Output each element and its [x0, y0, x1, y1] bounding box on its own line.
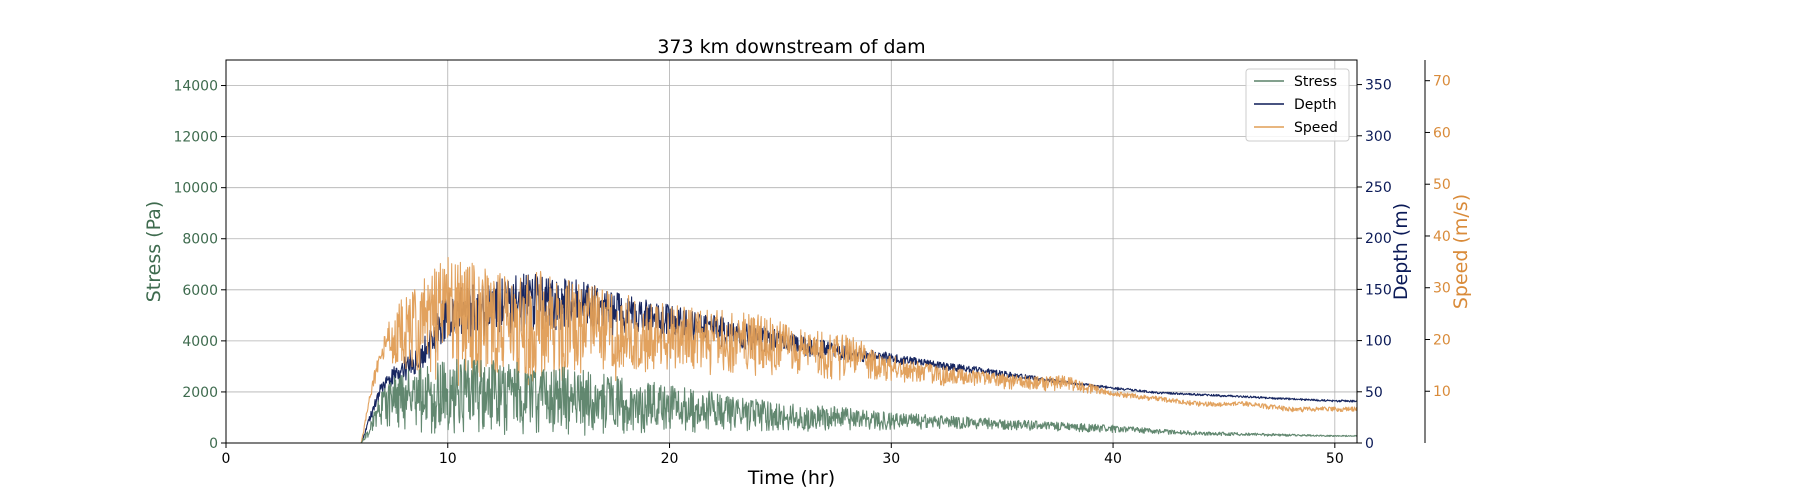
plot-frame — [225, 59, 1358, 444]
x-tick-label: 40 — [1104, 451, 1122, 467]
depth-tick-label: 150 — [1365, 282, 1392, 298]
stress-tick-label: 2000 — [182, 385, 218, 401]
legend-label-depth: Depth — [1294, 97, 1337, 113]
stress-tick-label: 4000 — [182, 334, 218, 350]
speed-tick-label: 20 — [1433, 332, 1451, 348]
stress-axis-title: Stress (Pa) — [143, 201, 165, 303]
speed-tick-label: 30 — [1433, 281, 1451, 297]
legend-label-speed: Speed — [1294, 120, 1338, 136]
speed-tick-label: 10 — [1433, 384, 1451, 400]
chart-title: 373 km downstream of dam — [657, 36, 925, 58]
depth-tick-label: 0 — [1365, 436, 1374, 452]
depth-tick-label: 300 — [1365, 129, 1392, 145]
depth-tick-label: 100 — [1365, 334, 1392, 350]
depth-axis-title: Depth (m) — [1390, 203, 1412, 300]
speed-tick-label: 60 — [1433, 125, 1451, 141]
x-tick-label: 10 — [439, 451, 457, 467]
depth-tick-label: 350 — [1365, 78, 1392, 94]
x-tick-label: 20 — [661, 451, 679, 467]
series-line-stress — [225, 358, 1358, 444]
stress-tick-label: 10000 — [173, 181, 218, 197]
x-tick-label: 0 — [222, 451, 231, 467]
axes: 0 10 20 30 40 5002000400060008000100001200014… — [143, 60, 1472, 467]
speed-axis-title: Speed (m/s) — [1450, 194, 1472, 309]
stress-tick-label: 0 — [209, 436, 218, 452]
speed-tick-label: 50 — [1433, 177, 1451, 193]
x-tick-label: 50 — [1326, 451, 1344, 467]
legend: Stress Depth Speed — [1245, 68, 1350, 142]
x-tick-label: 30 — [882, 451, 900, 467]
series-layer — [225, 256, 1358, 444]
stress-tick-label: 14000 — [173, 79, 218, 95]
stress-tick-label: 6000 — [182, 283, 218, 299]
legend-box — [1245, 68, 1350, 142]
legend-label-stress: Stress — [1294, 74, 1337, 90]
depth-tick-label: 200 — [1365, 231, 1392, 247]
stress-tick-label: 8000 — [182, 232, 218, 248]
speed-tick-label: 70 — [1433, 74, 1451, 90]
stress-tick-label: 12000 — [173, 130, 218, 146]
depth-tick-label: 250 — [1365, 180, 1392, 196]
series-line-speed — [225, 256, 1358, 444]
x-axis-title: Time (hr) — [747, 467, 835, 489]
depth-tick-label: 50 — [1365, 385, 1383, 401]
speed-tick-label: 40 — [1433, 229, 1451, 245]
